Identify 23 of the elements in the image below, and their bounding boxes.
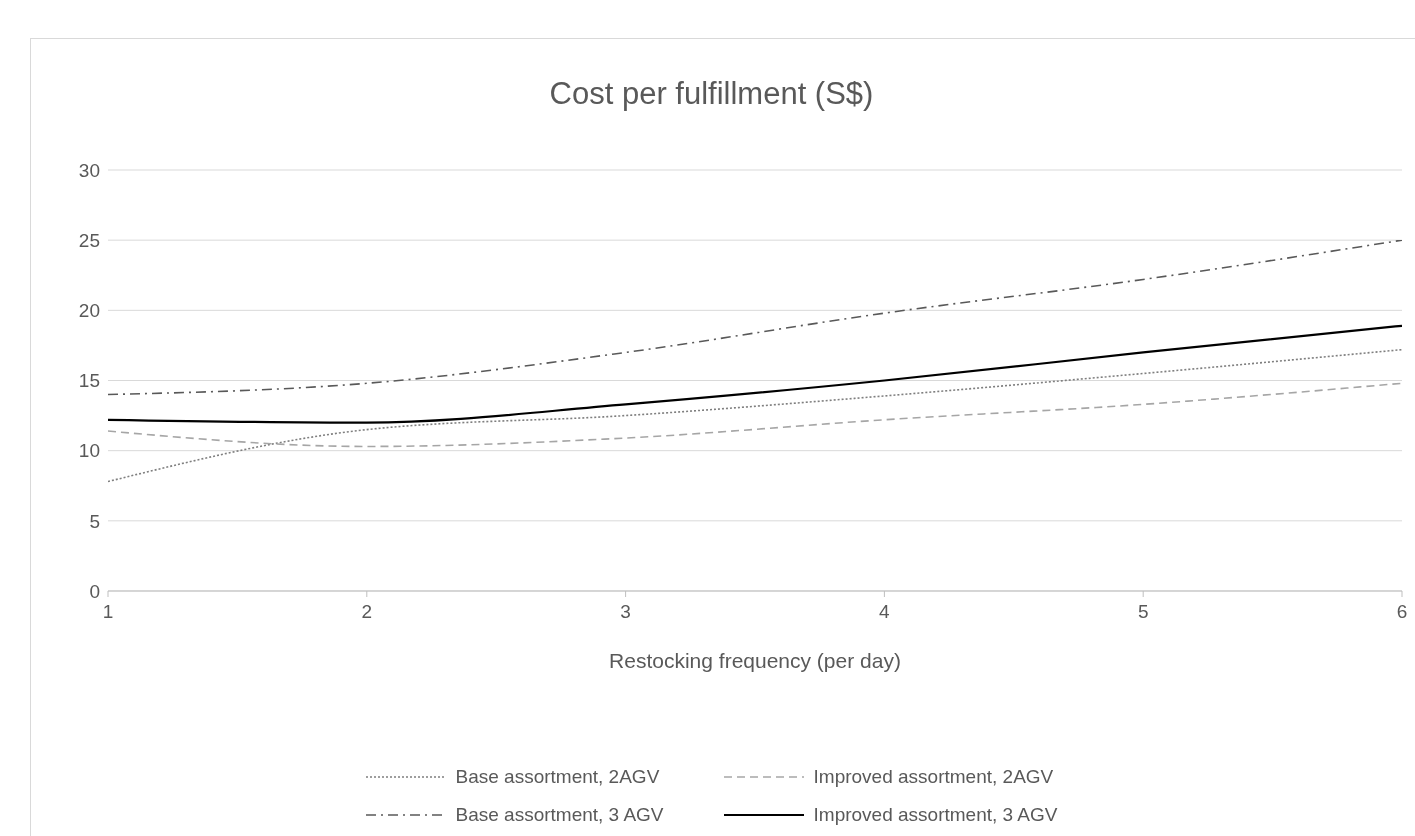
line-series — [108, 239, 1402, 396]
y-tick-label: 20 — [78, 300, 100, 322]
x-tick-label: 4 — [879, 601, 891, 623]
legend-label: Base assortment, 2AGV — [455, 766, 660, 788]
line-series — [108, 382, 1402, 448]
x-tick-label: 3 — [620, 601, 631, 623]
x-tick-label: 1 — [102, 601, 114, 623]
x-tick-label: 2 — [361, 601, 373, 623]
legend-label: Improved assortment, 2AGV — [813, 766, 1054, 788]
line-series — [108, 348, 1402, 483]
x-axis-title: Restocking frequency (per day) — [609, 648, 901, 672]
x-tick-label: 6 — [1396, 601, 1408, 623]
y-tick-label: 5 — [89, 510, 100, 532]
legend-label: Base assortment, 3 AGV — [455, 804, 664, 826]
y-tick-label: 30 — [78, 159, 100, 181]
y-tick-label: 10 — [78, 440, 100, 462]
line-series — [108, 324, 1402, 424]
y-tick-label: 15 — [78, 370, 100, 392]
y-tick-label: 25 — [78, 229, 100, 251]
legend-label: Improved assortment, 3 AGV — [813, 804, 1058, 826]
chart-title: Cost per fulfillment (S$) — [548, 76, 875, 112]
y-tick-label: 0 — [89, 580, 100, 602]
x-tick-label: 5 — [1137, 601, 1149, 623]
